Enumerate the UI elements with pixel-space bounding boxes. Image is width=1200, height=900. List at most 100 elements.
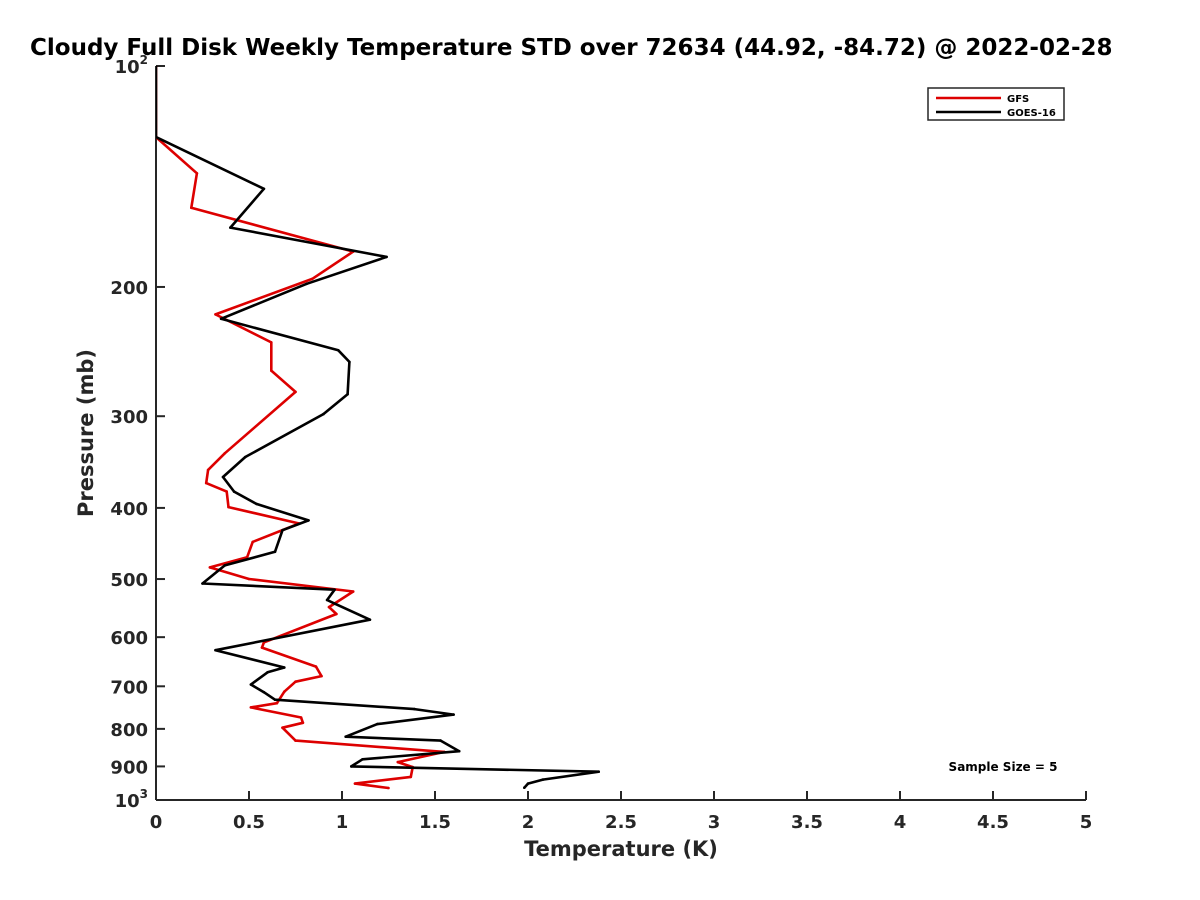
data-point (361, 758, 364, 761)
data-point (305, 282, 309, 286)
y-tick-label: 800 (110, 720, 148, 741)
axes (155, 66, 1086, 801)
x-tick-label: 0 (150, 812, 163, 833)
y-tick-label: 200 (110, 278, 148, 299)
x-tick-label: 3.5 (791, 812, 823, 833)
x-tick-label: 0.5 (233, 812, 265, 833)
data-point (281, 528, 284, 532)
data-point (387, 786, 390, 790)
data-point (247, 577, 251, 581)
data-point (523, 786, 526, 789)
y-tick-base: 400 (110, 499, 148, 520)
y-tick-base: 10 (115, 57, 140, 78)
data-point (301, 721, 305, 725)
data-point (244, 455, 247, 459)
data-point (541, 778, 545, 781)
y-tick-label: 900 (110, 757, 148, 778)
data-point (156, 66, 158, 68)
legend-label-gfs: GFS (1007, 94, 1029, 105)
data-point (335, 612, 338, 616)
data-point (413, 707, 416, 711)
x-tick-label: 1 (336, 812, 349, 833)
y-tick-base: 900 (110, 757, 148, 778)
data-point (299, 716, 303, 719)
data-point (597, 770, 600, 773)
data-point (201, 582, 204, 585)
data-point (266, 671, 269, 674)
series-goes-16 (156, 66, 601, 789)
y-tick-label: 300 (110, 407, 148, 428)
data-point (190, 206, 193, 210)
y-tick-label: 103 (115, 787, 148, 812)
data-point (232, 490, 236, 493)
y-tick-label: 600 (110, 628, 148, 649)
data-point (214, 648, 217, 652)
data-point (526, 782, 530, 785)
data-point (227, 505, 230, 509)
data-point (281, 726, 284, 729)
data-point (221, 475, 225, 479)
data-point (294, 739, 297, 742)
data-point (273, 550, 277, 554)
legend: GFS GOES-16 (927, 87, 1065, 121)
data-point (409, 775, 413, 779)
y-tick-label: 400 (110, 499, 148, 520)
y-tick-base: 300 (110, 407, 148, 428)
data-point (396, 760, 400, 764)
y-tick-base: 600 (110, 628, 148, 649)
data-point (322, 412, 325, 416)
data-point (223, 564, 227, 567)
legend-items: GFS GOES-16 (936, 94, 1056, 119)
x-tick-label: 2 (522, 812, 535, 833)
data-point (351, 590, 355, 593)
data-point (208, 566, 212, 569)
series-line-goes-16 (156, 66, 601, 789)
data-point (214, 313, 217, 316)
data-point (275, 701, 279, 705)
data-point (294, 390, 297, 394)
x-tick-label: 4 (894, 812, 907, 833)
y-tick-base: 500 (110, 570, 148, 591)
y-tick-base: 800 (110, 720, 148, 741)
data-point (270, 369, 273, 372)
legend-box (927, 87, 1065, 121)
data-point (249, 706, 253, 709)
data-point (283, 666, 286, 669)
data-point (333, 588, 336, 591)
chart-title: Cloudy Full Disk Weekly Temperature STD … (30, 35, 1113, 61)
data-point (307, 519, 310, 522)
data-point (325, 598, 329, 602)
data-point (368, 618, 372, 621)
data-point (333, 602, 336, 605)
data-point (223, 452, 227, 455)
series-layer (156, 66, 601, 790)
x-tick-label: 2.5 (605, 812, 637, 833)
data-point (225, 490, 228, 493)
data-point (249, 683, 253, 686)
x-tick-label: 1.5 (419, 812, 451, 833)
data-point (206, 468, 210, 472)
x-tick-label: 3 (708, 812, 721, 833)
y-axis-label: Pressure (mb) (74, 349, 98, 517)
x-axis-label: Temperature (K) (524, 837, 718, 861)
y-tick-base: 700 (110, 677, 148, 698)
y-tick-label: 102 (115, 53, 148, 78)
data-point (195, 172, 199, 175)
data-point (310, 277, 314, 281)
x-tick-label: 4.5 (977, 812, 1009, 833)
data-point (255, 502, 258, 506)
data-point (156, 135, 158, 139)
x-tick-label: 5 (1080, 812, 1093, 833)
data-point (262, 690, 266, 694)
data-point (327, 605, 331, 609)
x-ticks: 0 0.5 1 1.5 2 2.5 3 3.5 4 4.5 5 (150, 791, 1093, 833)
data-point (229, 226, 232, 229)
data-point (337, 349, 340, 352)
y-tick-exponent: 3 (140, 787, 148, 801)
sample-size-annotation: Sample Size = 5 (949, 760, 1058, 774)
data-point (350, 765, 353, 768)
data-point (314, 665, 318, 668)
data-point (353, 782, 357, 785)
data-point (294, 680, 297, 683)
